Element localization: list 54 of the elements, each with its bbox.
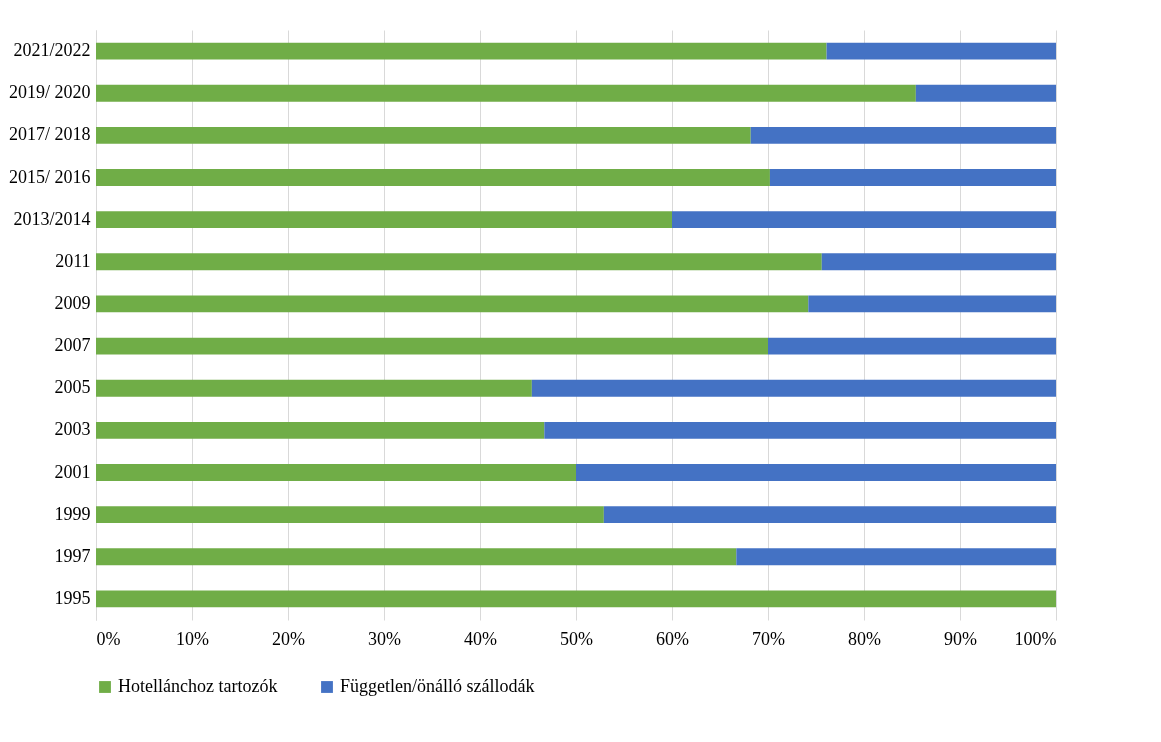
x-tick-label: 90% — [944, 628, 977, 649]
y-tick-label: 2005 — [54, 377, 91, 398]
y-tick-label: 2007 — [54, 335, 91, 356]
bar — [769, 169, 1056, 186]
y-tick-label: 2013/2014 — [13, 208, 91, 229]
y-tick-label: 2017/ 2018 — [8, 124, 91, 145]
y-tick-label: 2011 — [55, 250, 91, 271]
x-tick-label: 40% — [464, 628, 497, 649]
y-tick-label: 1999 — [54, 503, 91, 524]
y-tick-label: 2021/2022 — [13, 40, 91, 61]
bar — [544, 421, 1056, 439]
bar — [768, 337, 1056, 355]
x-tick-label: 100% — [1014, 628, 1057, 649]
y-tick-label: 2001 — [54, 461, 91, 482]
x-tick-label: 30% — [368, 628, 401, 649]
y-tick-label: 1997 — [54, 545, 91, 566]
legend-label: Független/önálló szállodák — [340, 676, 535, 696]
bar — [96, 42, 827, 60]
bar — [96, 421, 545, 439]
bar — [750, 126, 1056, 144]
bar — [672, 211, 1056, 229]
x-tick-label: 60% — [656, 628, 689, 649]
y-tick-label: 2009 — [54, 292, 91, 313]
y-tick-label: 2015/ 2016 — [8, 166, 91, 187]
bar — [96, 590, 1056, 608]
legend-label: Hotellánchoz tartozók — [118, 676, 278, 696]
bar — [603, 506, 1056, 524]
x-tick-label: 20% — [272, 628, 305, 649]
bar — [826, 42, 1056, 60]
bar — [96, 337, 768, 355]
x-tick-label: 0% — [96, 628, 121, 649]
y-tick-label: 2019/ 2020 — [8, 82, 91, 103]
bar — [96, 548, 737, 566]
bar — [96, 211, 672, 229]
bar — [96, 84, 916, 102]
x-tick-label: 80% — [848, 628, 881, 649]
bar — [96, 253, 822, 271]
x-tick-label: 50% — [560, 628, 593, 649]
bar — [96, 169, 770, 186]
x-tick-label: 70% — [752, 628, 785, 649]
bar — [808, 295, 1056, 313]
bar — [96, 506, 604, 524]
bar — [821, 253, 1056, 271]
y-tick-label: 1995 — [54, 587, 91, 608]
bar — [736, 548, 1056, 566]
bar — [96, 464, 576, 481]
bar — [531, 379, 1056, 397]
bar — [96, 295, 809, 313]
bar — [96, 126, 751, 144]
bar — [576, 464, 1056, 481]
bar — [915, 84, 1056, 102]
y-tick-label: 2003 — [54, 419, 91, 440]
x-tick-label: 10% — [176, 628, 209, 649]
bar — [96, 379, 532, 397]
